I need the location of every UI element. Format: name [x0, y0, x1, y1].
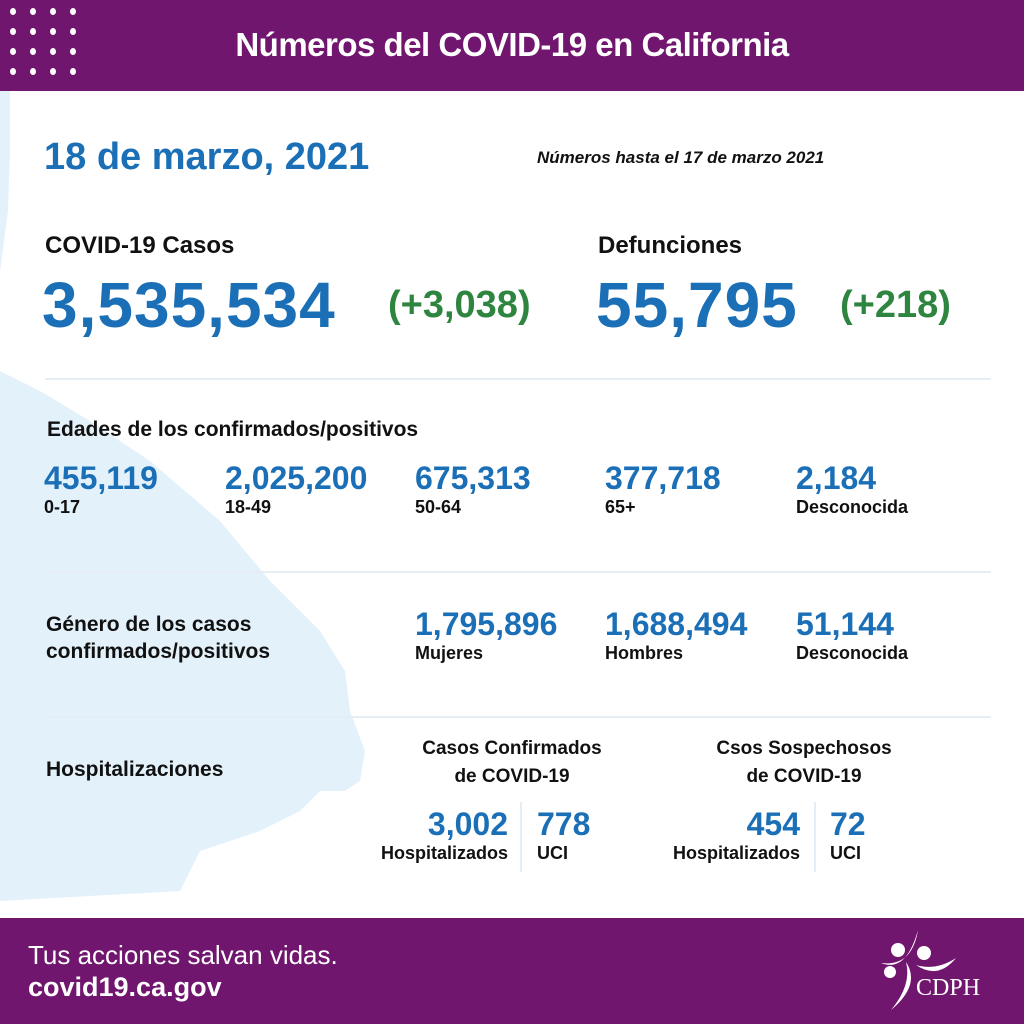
age-value: 2,184	[796, 460, 877, 496]
dot	[30, 28, 36, 35]
dot	[50, 28, 56, 35]
gender-label: Hombres	[605, 643, 684, 663]
gender-item: 1,688,494 Hombres	[605, 606, 747, 664]
suspected-hosp: 454 Hospitalizados	[654, 806, 800, 864]
suspected-hosp-label: Hospitalizados	[672, 843, 800, 863]
california-map-background	[0, 91, 365, 901]
age-label: 18-49	[225, 497, 272, 517]
report-date: 18 de marzo, 2021	[44, 136, 370, 178]
confirmed-title-line: Casos Confirmados	[422, 738, 602, 759]
suspected-hosp-value: 454	[746, 806, 800, 842]
age-value: 2,025,200	[225, 460, 368, 496]
age-item: 377,718 65+	[605, 460, 721, 518]
hosp-title: Hospitalizaciones	[46, 758, 224, 781]
dot	[70, 8, 76, 15]
confirmed-hosp: 3,002 Hospitalizados	[362, 806, 508, 864]
suspected-title: Csos Sospechosos de COVID-19	[694, 735, 914, 791]
header-banner	[0, 0, 1024, 91]
gender-value: 51,144	[796, 606, 894, 642]
dot	[30, 68, 36, 75]
dot	[30, 8, 36, 15]
age-item: 455,119 0-17	[44, 460, 158, 518]
deaths-label: Defunciones	[598, 232, 743, 259]
gender-title-line: confirmados/positivos	[46, 640, 271, 663]
age-label: 65+	[605, 497, 636, 517]
age-label: 50-64	[415, 497, 462, 517]
dot	[50, 8, 56, 15]
confirmed-hosp-label: Hospitalizados	[380, 843, 508, 863]
gender-value: 1,795,896	[415, 606, 558, 642]
deaths-value: 55,795	[596, 269, 798, 341]
suspected-icu-label: UCI	[830, 843, 861, 863]
cases-value: 3,535,534	[42, 269, 336, 341]
dot	[30, 48, 36, 55]
dot	[70, 68, 76, 75]
confirmed-icu-value: 778	[537, 806, 591, 842]
dot	[10, 48, 16, 55]
dot	[10, 8, 16, 15]
gender-item: 51,144 Desconocida	[796, 606, 908, 664]
tagline: Tus acciones salvan vidas.	[28, 940, 338, 970]
age-item: 675,313 50-64	[415, 460, 531, 518]
age-item: 2,184 Desconocida	[796, 460, 908, 518]
gender-value: 1,688,494	[605, 606, 748, 642]
gender-item: 1,795,896 Mujeres	[415, 606, 557, 664]
age-item: 2,025,200 18-49	[225, 460, 367, 518]
footer-banner	[0, 918, 1024, 1024]
suspected-title-line: Csos Sospechosos	[716, 738, 892, 759]
age-value: 675,313	[415, 460, 531, 496]
divider	[814, 802, 816, 872]
website-link[interactable]: covid19.ca.gov	[28, 972, 222, 1002]
divider	[45, 571, 991, 573]
divider	[45, 716, 991, 718]
ages-title: Edades de los confirmados/positivos	[47, 418, 419, 441]
page-title: Números del COVID-19 en California	[235, 26, 789, 63]
gender-title: Género de los casos confirmados/positivos	[46, 611, 270, 665]
gender-title-line: Género de los casos	[46, 613, 252, 636]
gender-label: Mujeres	[415, 643, 484, 663]
divider	[45, 378, 991, 380]
data-as-of: Números hasta el 17 de marzo 2021	[537, 148, 825, 167]
age-label: Desconocida	[796, 497, 909, 517]
dot	[70, 48, 76, 55]
dot	[50, 48, 56, 55]
age-label: 0-17	[44, 497, 81, 517]
dot	[10, 68, 16, 75]
gender-label: Desconocida	[796, 643, 909, 663]
cdph-logo: CDPH	[881, 930, 980, 1010]
confirmed-title-line: de COVID-19	[454, 766, 570, 787]
cdph-logo-text: CDPH	[916, 975, 980, 1001]
dot	[50, 68, 56, 75]
confirmed-icu-label: UCI	[537, 843, 568, 863]
suspected-icu-value: 72	[830, 806, 866, 842]
age-value: 377,718	[605, 460, 721, 496]
confirmed-title: Casos Confirmados de COVID-19	[402, 735, 622, 791]
cases-label: COVID-19 Casos	[45, 232, 235, 259]
dot	[70, 28, 76, 35]
cases-delta: (+3,038)	[388, 284, 531, 326]
divider	[520, 802, 522, 872]
suspected-icu: 72 UCI	[830, 806, 866, 864]
confirmed-icu: 778 UCI	[537, 806, 590, 864]
dot	[10, 28, 16, 35]
deaths-delta: (+218)	[840, 284, 951, 326]
confirmed-hosp-value: 3,002	[427, 806, 508, 842]
suspected-title-line: de COVID-19	[746, 766, 862, 787]
age-value: 455,119	[44, 460, 158, 496]
